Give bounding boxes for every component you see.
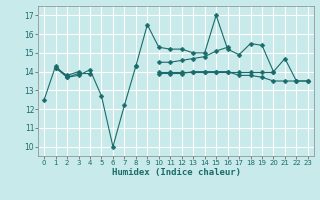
X-axis label: Humidex (Indice chaleur): Humidex (Indice chaleur) [111, 168, 241, 177]
